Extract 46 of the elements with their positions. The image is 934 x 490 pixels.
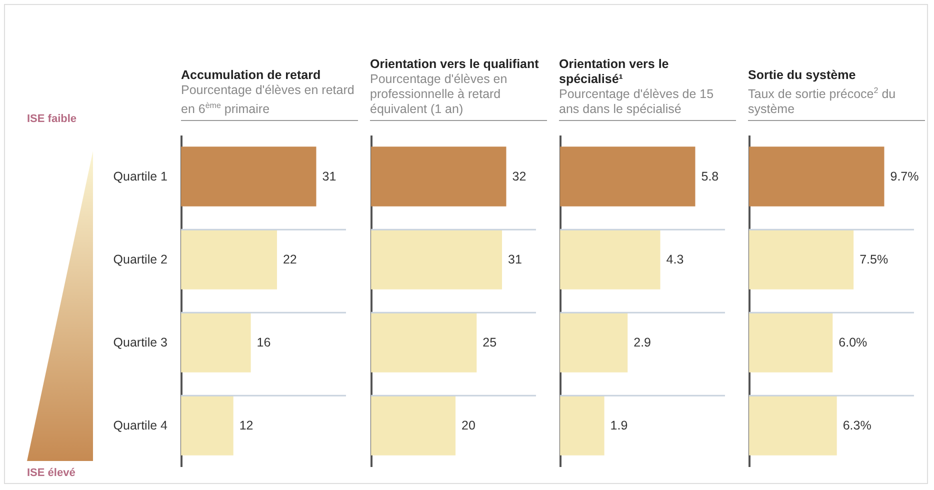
bar <box>371 396 456 456</box>
data-label: 6.3% <box>842 418 872 432</box>
bar <box>749 312 833 372</box>
data-label: 22 <box>282 252 297 266</box>
chart-title: Orientation vers le qualifiant <box>370 57 540 72</box>
bar <box>749 230 854 290</box>
bar <box>560 312 628 372</box>
data-label: 31 <box>322 170 336 184</box>
chart-title: Accumulation de retard <box>181 68 322 83</box>
y-tick-label: Quartile 2 <box>113 252 168 266</box>
text: Taux de sortie précoce$^{2}$ du système <box>748 86 896 116</box>
data-label: 12 <box>239 418 254 432</box>
bar <box>181 146 316 206</box>
chart-title: Sortie du système <box>748 68 857 83</box>
text: ISE faible <box>27 113 77 125</box>
data-label: 32 <box>512 170 526 184</box>
chart-subtitle: Pourcentage d'élèves en retard en 6$^{ème}$ primaire <box>181 82 356 117</box>
chart-subtitle: Pourcentage d'élèves en professionnelle à retard équivalent (1 an) <box>370 72 508 117</box>
data-label: 16 <box>256 336 271 350</box>
data-label: 1.9 <box>610 418 628 432</box>
chart-subtitle: Pourcentage d'élèves de 15 ans dans le spécialisé <box>559 87 715 117</box>
bar <box>560 396 604 456</box>
bar <box>181 312 251 372</box>
y-tick-label: Quartile 4 <box>113 418 168 432</box>
y-tick-label: Quartile 1 <box>113 170 168 184</box>
text: ISE élevé <box>27 467 76 479</box>
data-label: 25 <box>482 336 497 350</box>
data-label: 5.8 <box>701 170 719 184</box>
data-label: 20 <box>462 418 476 432</box>
chart-title: Orientation vers le spécialisé¹ <box>559 57 670 87</box>
bar <box>749 396 837 456</box>
data-label: 31 <box>508 252 522 266</box>
bar <box>371 230 502 290</box>
data-label: 2.9 <box>634 336 652 350</box>
bar <box>560 230 660 290</box>
bar <box>371 312 477 372</box>
data-label: 9.7% <box>890 170 919 184</box>
y-tick-label: Quartile 3 <box>113 336 168 350</box>
bar <box>181 230 277 290</box>
bar <box>181 396 234 456</box>
data-label: 7.5% <box>860 252 888 266</box>
data-label: 4.3 <box>666 252 684 266</box>
bar <box>749 146 884 206</box>
data-label: 6.0% <box>838 336 868 350</box>
bar <box>371 146 506 206</box>
bar <box>560 146 696 206</box>
